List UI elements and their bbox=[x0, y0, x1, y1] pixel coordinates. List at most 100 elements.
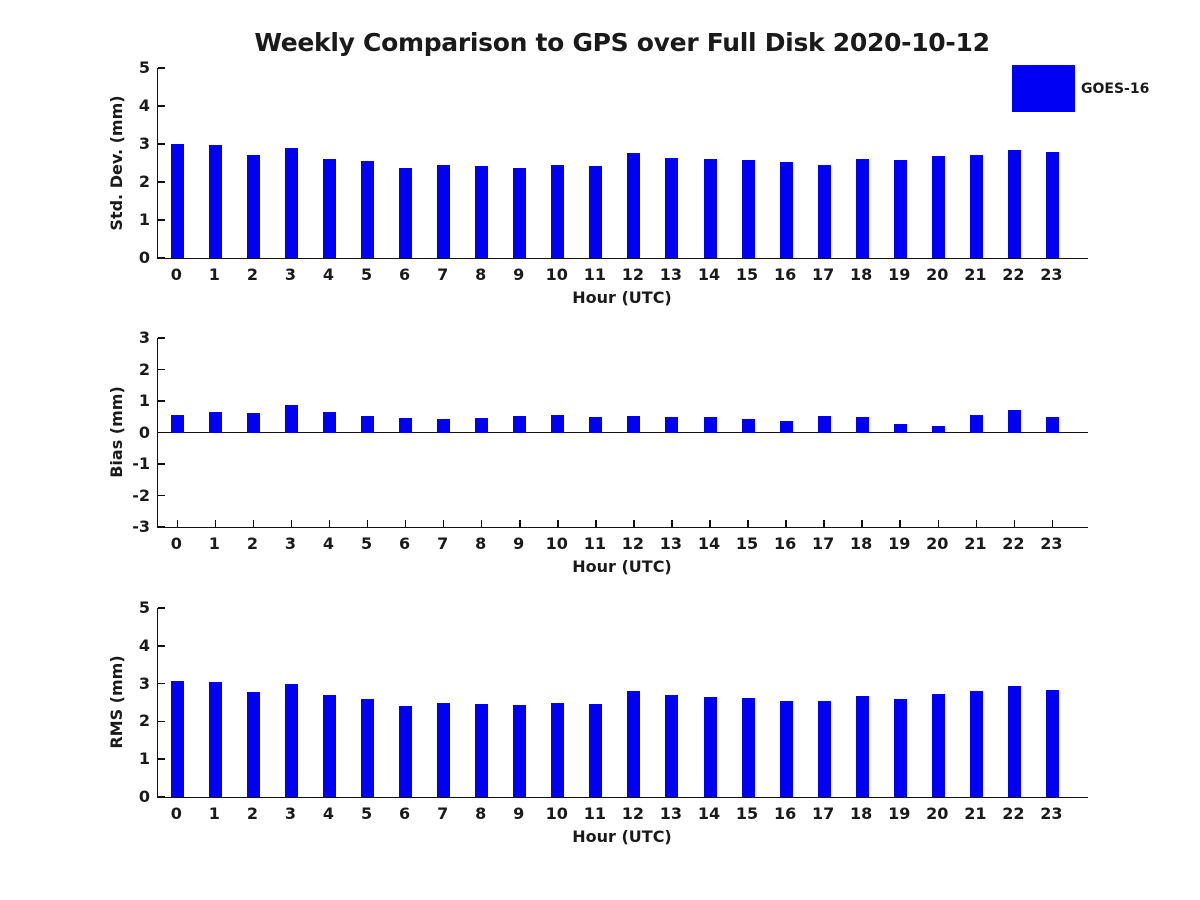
x-tick-label: 16 bbox=[773, 804, 797, 823]
bar-hour-16 bbox=[779, 162, 793, 258]
x-tick-label: 11 bbox=[583, 534, 606, 553]
x-tick bbox=[557, 520, 559, 527]
y-tick bbox=[158, 463, 165, 465]
x-tick-label: 0 bbox=[170, 804, 182, 823]
x-tick-label: 13 bbox=[659, 534, 683, 553]
bar-hour-14 bbox=[703, 159, 717, 258]
x-tick-label: 2 bbox=[246, 534, 258, 553]
y-tick-label: 0 bbox=[138, 422, 150, 442]
zero-line bbox=[158, 431, 1088, 434]
x-tick bbox=[861, 520, 863, 527]
bar-hour-10 bbox=[551, 165, 565, 258]
x-tick-label: 17 bbox=[812, 804, 835, 823]
stddev-x-axis-label: Hour (UTC) bbox=[572, 288, 672, 307]
bar-hour-21 bbox=[969, 414, 983, 433]
bar-hour-22 bbox=[1007, 686, 1021, 797]
x-tick bbox=[404, 520, 407, 527]
bar-hour-1 bbox=[208, 411, 222, 433]
y-tick-label: 3 bbox=[138, 134, 150, 153]
x-tick-label: 23 bbox=[1040, 804, 1063, 823]
x-tick-label: 14 bbox=[697, 804, 721, 823]
bar-hour-15 bbox=[741, 697, 755, 797]
x-tick-label: 3 bbox=[284, 534, 296, 553]
y-tick-label: 0 bbox=[138, 248, 150, 267]
y-tick-label: 1 bbox=[138, 749, 150, 769]
x-tick-label: 20 bbox=[926, 265, 949, 284]
x-tick-label: 6 bbox=[399, 804, 411, 823]
bar-hour-23 bbox=[1045, 416, 1059, 433]
y-tick-label: 4 bbox=[138, 635, 150, 655]
y-tick bbox=[158, 219, 165, 221]
x-tick-label: 10 bbox=[545, 804, 568, 823]
x-tick-label: 5 bbox=[360, 265, 373, 284]
bar-hour-14 bbox=[703, 696, 717, 797]
x-tick-label: 21 bbox=[964, 534, 987, 553]
x-tick-label: 22 bbox=[1002, 534, 1025, 553]
bar-hour-0 bbox=[170, 144, 184, 258]
x-tick-label: 6 bbox=[399, 265, 411, 284]
x-tick-label: 7 bbox=[437, 265, 449, 284]
y-tick-label: 2 bbox=[138, 172, 150, 191]
bar-hour-12 bbox=[627, 153, 641, 258]
bar-hour-12 bbox=[627, 691, 641, 797]
bar-hour-0 bbox=[170, 681, 184, 797]
y-tick bbox=[158, 645, 165, 647]
x-tick-label: 13 bbox=[659, 265, 683, 284]
x-tick-label: 19 bbox=[888, 534, 911, 553]
x-tick bbox=[937, 520, 940, 527]
rms-plot-area bbox=[157, 607, 1088, 798]
bar-hour-2 bbox=[246, 155, 260, 258]
x-tick bbox=[442, 520, 445, 527]
x-tick-label: 23 bbox=[1040, 534, 1063, 553]
y-tick bbox=[158, 796, 165, 798]
x-tick-label: 14 bbox=[697, 534, 721, 553]
x-tick-label: 17 bbox=[812, 265, 835, 284]
bar-hour-9 bbox=[513, 167, 527, 258]
x-tick-label: 7 bbox=[437, 804, 449, 823]
x-tick-label: 8 bbox=[475, 534, 487, 553]
x-tick-label: 11 bbox=[583, 265, 606, 284]
y-tick-label: 5 bbox=[138, 58, 150, 77]
bar-hour-14 bbox=[703, 416, 717, 433]
x-tick-label: 13 bbox=[659, 804, 683, 823]
bar-hour-8 bbox=[475, 417, 489, 433]
y-tick bbox=[158, 257, 165, 259]
bar-hour-17 bbox=[817, 416, 831, 433]
x-tick-label: 18 bbox=[850, 534, 873, 553]
bar-hour-1 bbox=[208, 145, 222, 258]
x-tick bbox=[366, 520, 369, 527]
x-tick bbox=[1051, 520, 1054, 527]
x-tick bbox=[290, 520, 293, 527]
bar-hour-4 bbox=[323, 694, 336, 797]
bar-hour-18 bbox=[855, 696, 869, 797]
bar-hour-20 bbox=[931, 155, 945, 258]
bar-hour-6 bbox=[399, 418, 413, 433]
bar-hour-7 bbox=[437, 702, 451, 797]
x-tick-label: 22 bbox=[1002, 804, 1025, 823]
x-tick-label: 2 bbox=[246, 804, 258, 823]
y-tick-label: 1 bbox=[138, 210, 150, 229]
y-tick-label: -3 bbox=[132, 517, 150, 536]
y-tick-label: 3 bbox=[138, 673, 150, 693]
bar-hour-17 bbox=[817, 164, 831, 258]
x-tick-label: 12 bbox=[621, 804, 645, 823]
y-tick-label: 0 bbox=[138, 787, 150, 806]
bar-hour-6 bbox=[399, 167, 413, 258]
x-tick bbox=[899, 520, 902, 527]
bar-hour-18 bbox=[855, 159, 869, 258]
legend-label: GOES-16 bbox=[1081, 81, 1150, 97]
x-tick-label: 14 bbox=[697, 265, 721, 284]
y-tick-label: -2 bbox=[132, 485, 150, 505]
x-tick-label: 23 bbox=[1040, 265, 1063, 284]
x-tick-label: 0 bbox=[170, 265, 182, 284]
x-tick bbox=[328, 520, 331, 527]
bar-hour-20 bbox=[931, 694, 945, 797]
x-tick-label: 0 bbox=[170, 534, 182, 553]
bar-hour-0 bbox=[170, 414, 184, 433]
x-tick-label: 19 bbox=[888, 804, 911, 823]
bar-hour-21 bbox=[969, 154, 983, 258]
bar-hour-12 bbox=[627, 416, 641, 433]
y-tick bbox=[158, 720, 165, 723]
x-tick-label: 21 bbox=[964, 265, 987, 284]
x-tick-label: 9 bbox=[513, 804, 525, 823]
